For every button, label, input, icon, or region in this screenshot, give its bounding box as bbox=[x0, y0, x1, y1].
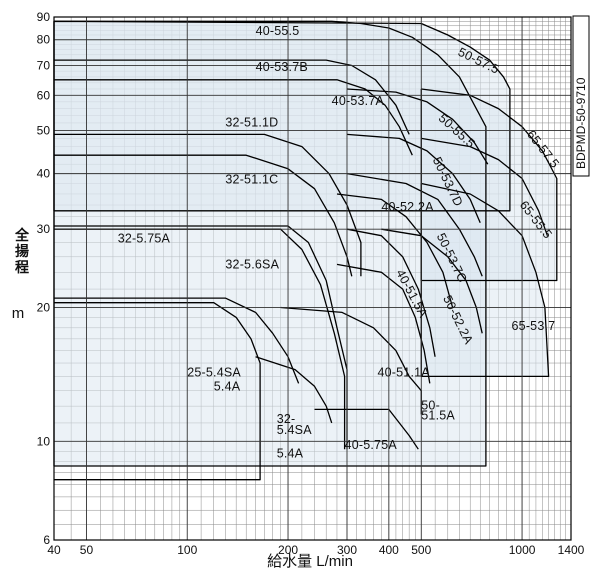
curve-50-57.5 bbox=[53, 20, 511, 212]
y-axis-title: 全揚程 m bbox=[12, 227, 30, 322]
x-tick-label: 400 bbox=[379, 543, 399, 557]
model-label: 40-51.1A bbox=[377, 365, 430, 379]
x-tick-label: 100 bbox=[177, 543, 197, 557]
model-label: 40-5.75A bbox=[345, 438, 398, 452]
y-tick-label: 30 bbox=[37, 222, 51, 236]
model-label: 50- bbox=[421, 398, 440, 412]
curve-65-53.7 bbox=[420, 182, 550, 378]
y-tick-label: 50 bbox=[37, 124, 51, 138]
y-tick-label: 10 bbox=[37, 434, 51, 448]
curve-40-5.75A bbox=[314, 408, 419, 450]
curve-40-53.7A bbox=[54, 79, 413, 156]
model-code: BDPMD-50-9710 bbox=[574, 77, 588, 169]
x-tick-label: 200 bbox=[278, 543, 298, 557]
y-tick-label: 80 bbox=[37, 33, 51, 47]
y-tick-label: 6 bbox=[43, 533, 50, 547]
y-tick-labels: 6 10 20 30 40 50 60 70 80 90 bbox=[37, 10, 51, 547]
model-label: 40-53.7A bbox=[332, 94, 385, 108]
curve-50-52.2A bbox=[381, 228, 483, 334]
x-tick-label: 300 bbox=[337, 543, 357, 557]
y-axis-title-char: 揚 bbox=[15, 243, 29, 259]
model-label: 40-52.2A bbox=[381, 200, 434, 214]
x-axis-title: 給水量 L/min bbox=[267, 553, 353, 570]
y-axis-unit: m bbox=[12, 305, 25, 322]
model-label: 32-5.75A bbox=[118, 231, 171, 245]
model-label: 51.5A bbox=[421, 408, 455, 422]
model-label: 32-51.1C bbox=[225, 173, 278, 187]
model-label: 5.4A bbox=[277, 446, 304, 460]
x-tick-label: 1400 bbox=[558, 543, 585, 557]
curve-50-53.7C bbox=[346, 172, 483, 277]
model-label: 5.4SA bbox=[277, 423, 313, 437]
curve-65-55.5 bbox=[421, 137, 549, 236]
curve-40-51.5A bbox=[346, 228, 436, 357]
model-code-box: BDPMD-50-9710 bbox=[572, 15, 590, 177]
plot-frame bbox=[53, 16, 572, 541]
code-box-frame bbox=[572, 15, 590, 177]
area-50-57.5 bbox=[54, 21, 510, 211]
model-label: 25-5.4SA bbox=[187, 365, 241, 379]
y-axis-title-char: 程 bbox=[15, 259, 29, 275]
y-tick-label: 90 bbox=[37, 10, 51, 24]
curve-40-53.7B bbox=[54, 59, 410, 135]
curve-25-5.4SA bbox=[54, 302, 261, 481]
model-label: 32- bbox=[277, 412, 296, 426]
y-tick-label: 20 bbox=[37, 300, 51, 314]
y-tick-label: 70 bbox=[37, 59, 51, 73]
model-label: 5.4A bbox=[214, 380, 241, 394]
curve-50-51.5A bbox=[336, 263, 431, 384]
y-tick-label: 40 bbox=[37, 167, 51, 181]
curve-5.4A bbox=[54, 297, 300, 384]
curve-50-55.5 bbox=[346, 88, 489, 165]
curve-32-5.4SA bbox=[255, 356, 333, 424]
x-tick-label: 500 bbox=[411, 543, 431, 557]
x-tick-label: 1000 bbox=[509, 543, 536, 557]
model-label: 32-51.1D bbox=[225, 116, 278, 130]
model-label: 32-5.6SA bbox=[225, 257, 279, 271]
model-label: 40-55.5 bbox=[256, 24, 300, 38]
x-tick-labels: 40 50 100 200 300 400 500 1000 1400 bbox=[47, 543, 584, 557]
performance-areas bbox=[54, 21, 557, 467]
x-tick-label: 40 bbox=[47, 543, 61, 557]
model-label: 65-53.7 bbox=[512, 319, 556, 333]
curve-50-53.7D bbox=[346, 133, 481, 224]
y-tick-label: 60 bbox=[37, 88, 51, 102]
y-axis-title-char: 全 bbox=[14, 227, 30, 243]
x-tick-label: 50 bbox=[80, 543, 94, 557]
model-label: 40-53.7B bbox=[256, 60, 308, 74]
